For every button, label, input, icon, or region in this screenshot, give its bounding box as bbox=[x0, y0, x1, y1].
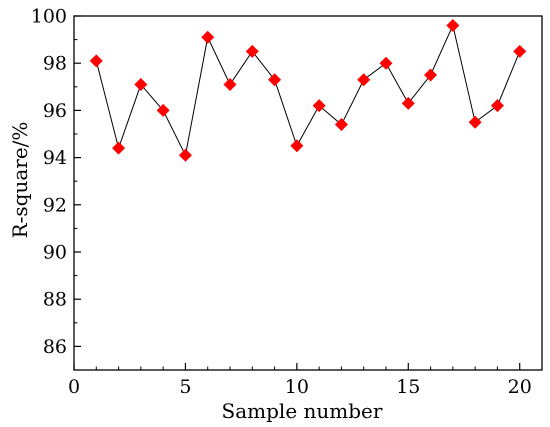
data-point bbox=[334, 118, 348, 132]
data-point bbox=[424, 68, 438, 82]
x-tick-label: 20 bbox=[508, 376, 532, 398]
data-point bbox=[446, 18, 460, 32]
data-point bbox=[245, 44, 259, 58]
data-point bbox=[290, 139, 304, 153]
y-tick-label: 96 bbox=[43, 100, 67, 122]
y-tick-label: 94 bbox=[43, 147, 67, 169]
y-tick-label: 90 bbox=[43, 242, 67, 264]
data-point bbox=[178, 148, 192, 162]
data-point bbox=[112, 141, 126, 155]
data-point bbox=[357, 73, 371, 87]
data-point bbox=[379, 56, 393, 70]
y-axis-title: R-square/% bbox=[8, 122, 32, 239]
y-tick-label: 92 bbox=[43, 194, 67, 216]
data-point bbox=[134, 77, 148, 91]
plot-area bbox=[73, 15, 543, 371]
x-axis: 0 5 10 15 20 bbox=[68, 363, 532, 398]
y-tick-label: 98 bbox=[43, 53, 67, 75]
data-point bbox=[401, 96, 415, 110]
data-point bbox=[312, 99, 326, 113]
x-tick-label: 5 bbox=[179, 376, 191, 398]
y-tick-label: 100 bbox=[31, 6, 67, 28]
data-point bbox=[490, 99, 504, 113]
y-axis: 86 88 90 92 94 96 98 100 bbox=[31, 6, 81, 371]
plot-frame bbox=[73, 15, 543, 371]
data-point bbox=[89, 54, 103, 68]
data-point bbox=[513, 44, 527, 58]
data-point bbox=[201, 30, 215, 44]
x-axis-title: Sample number bbox=[222, 399, 383, 423]
y-tick-label: 86 bbox=[43, 336, 67, 358]
data-point bbox=[468, 115, 482, 129]
x-tick-label: 15 bbox=[396, 376, 420, 398]
y-tick-label: 88 bbox=[43, 289, 67, 311]
series-line bbox=[95, 23, 521, 157]
series-layer bbox=[89, 18, 527, 162]
x-tick-label: 0 bbox=[68, 376, 80, 398]
data-point bbox=[268, 73, 282, 87]
data-point bbox=[223, 77, 237, 91]
x-tick-label: 10 bbox=[285, 376, 309, 398]
data-point bbox=[156, 103, 170, 117]
